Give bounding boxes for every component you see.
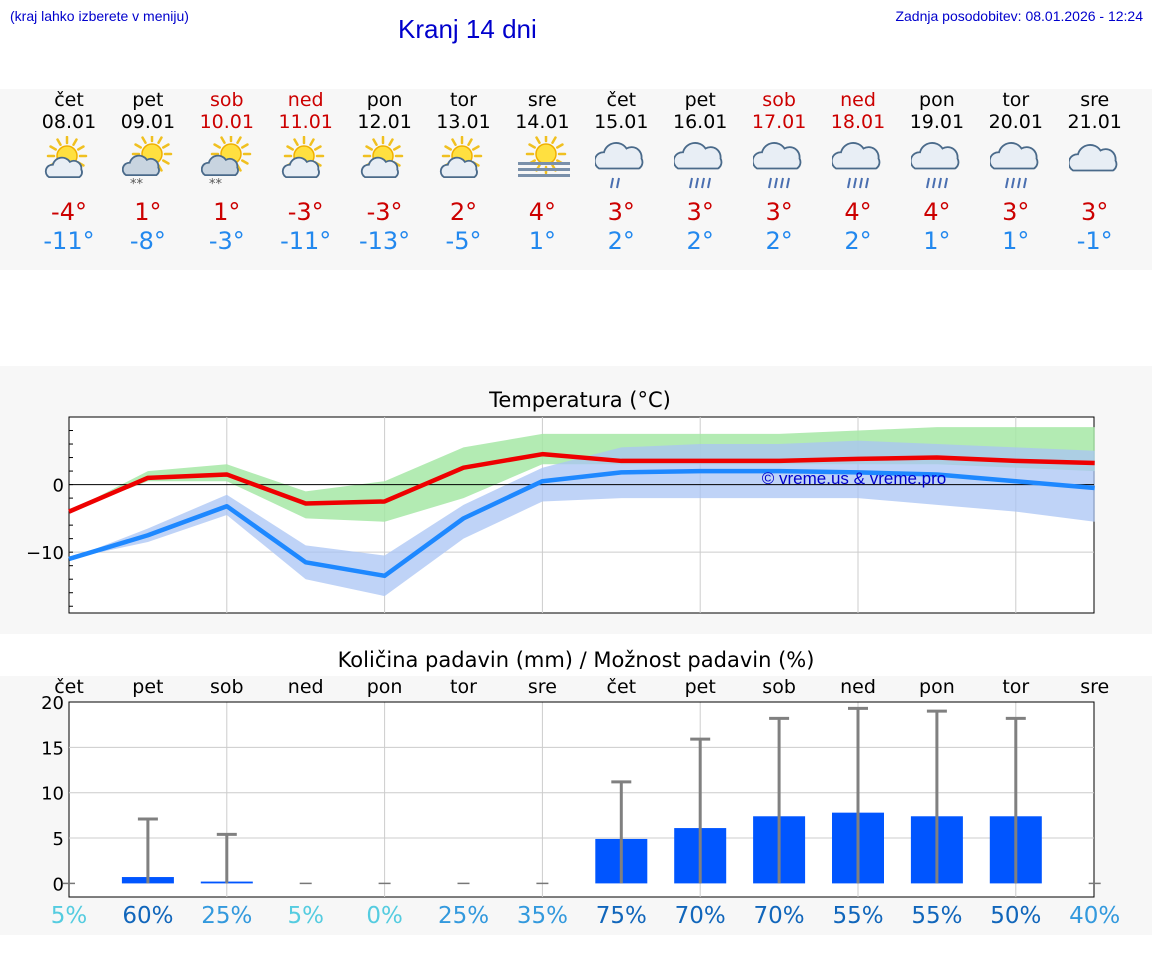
precipitation-band [0, 676, 1152, 935]
day-name: sob [210, 89, 244, 111]
precipitation-probability: 25% [201, 903, 253, 929]
max-temperature: 1° [213, 198, 241, 226]
day-date: 08.01 [41, 111, 97, 133]
day-date: 16.01 [672, 111, 728, 133]
min-temperature: -5° [445, 227, 482, 255]
precipitation-probability: 55% [832, 903, 884, 929]
max-temperature: 4° [844, 198, 872, 226]
day-date: 14.01 [515, 111, 570, 133]
precipitation-probability: 40% [1069, 903, 1121, 929]
precipitation-probability: 35% [516, 903, 568, 929]
day-date: 09.01 [120, 111, 176, 133]
precipitation-probability: 0% [366, 903, 403, 929]
min-temperature: 2° [765, 227, 793, 255]
cloud-rain-icon [989, 142, 1039, 189]
sun-fog-icon [518, 136, 571, 177]
max-temperature: 2° [449, 198, 478, 226]
day-date: 12.01 [357, 111, 412, 133]
min-temperature: 1° [923, 227, 951, 255]
precipitation-probability: 5% [50, 903, 88, 929]
day-name: tor [1002, 89, 1030, 111]
cloud-icon [1068, 144, 1118, 172]
cloud-rain-icon [832, 142, 881, 189]
precipitation-probability: 75% [595, 903, 647, 929]
min-temperature: -13° [358, 227, 411, 255]
min-temperature: -8° [129, 227, 166, 255]
day-name: ned [840, 89, 876, 111]
precipitation-chart-title: Količina padavin (mm) / Možnost padavin … [337, 648, 815, 672]
day-date: 19.01 [909, 111, 965, 133]
max-temperature: -4° [51, 198, 87, 226]
last-updated: Zadnja posodobitev: 08.01.2026 - 12:24 [895, 8, 1143, 24]
sun-cloud-snow-icon: ** [121, 136, 173, 192]
max-temperature: 1° [134, 198, 162, 226]
min-temperature: 1° [528, 227, 557, 255]
min-temperature: -3° [208, 227, 245, 255]
precipitation-probability: 25% [437, 903, 490, 929]
svg-text:**: ** [130, 177, 144, 192]
sun-cloud-icon [439, 136, 482, 178]
region-hint[interactable]: (kraj lahko izberete v meniju) [10, 8, 189, 24]
min-temperature: 2° [844, 227, 872, 255]
page-title: Kranj 14 dni [398, 14, 537, 44]
temperature-chart-title: Temperatura (°C) [489, 388, 671, 412]
day-name: pon [366, 89, 403, 111]
day-date: 15.01 [594, 111, 649, 133]
min-temperature: -11° [280, 227, 332, 255]
sun-cloud-icon [360, 136, 403, 178]
max-temperature: -3° [287, 198, 324, 226]
max-temperature: 3° [686, 198, 714, 226]
sun-cloud-snow-icon: ** [200, 136, 252, 192]
cloud-rain-icon [674, 142, 723, 189]
max-temperature: 4° [923, 198, 951, 226]
min-temperature: 2° [686, 227, 714, 255]
day-date: 11.01 [278, 111, 333, 133]
min-temperature: -1° [1076, 227, 1113, 255]
day-date: 21.01 [1067, 111, 1122, 133]
precipitation-probability: 50% [990, 903, 1042, 929]
day-date: 13.01 [436, 111, 491, 133]
day-name: čet [54, 89, 84, 111]
min-temperature: -11° [43, 227, 95, 255]
day-date: 17.01 [751, 111, 807, 133]
max-temperature: -3° [366, 198, 403, 226]
precipitation-probability: 55% [911, 903, 963, 929]
day-name: sob [762, 89, 796, 111]
sun-cloud-icon [281, 136, 324, 178]
sun-cloud-icon [44, 136, 88, 178]
day-name: čet [606, 89, 637, 111]
day-name: ned [287, 89, 324, 111]
day-name: sre [1080, 89, 1110, 111]
day-name: tor [450, 89, 477, 111]
day-date: 20.01 [988, 111, 1043, 133]
precipitation-probability: 5% [287, 903, 324, 929]
precipitation-probability: 70% [753, 903, 805, 929]
precipitation-probability: 70% [674, 903, 726, 929]
min-temperature: 1° [1002, 227, 1030, 255]
day-date: 10.01 [199, 111, 254, 133]
svg-text:**: ** [209, 177, 223, 192]
cloud-light-rain-icon [595, 142, 644, 189]
day-name: sre [527, 89, 557, 111]
forecast-band [0, 89, 1152, 270]
max-temperature: 3° [765, 198, 793, 226]
day-name: pet [684, 89, 716, 111]
day-name: pon [919, 89, 955, 111]
day-name: pet [132, 89, 164, 111]
max-temperature: 3° [607, 198, 635, 226]
cloud-rain-icon [753, 142, 802, 189]
max-temperature: 3° [1081, 198, 1109, 226]
max-temperature: 3° [1002, 198, 1030, 226]
precipitation-probability: 60% [122, 903, 174, 929]
max-temperature: 4° [528, 198, 557, 226]
min-temperature: 2° [607, 227, 635, 255]
cloud-rain-icon [910, 142, 960, 189]
day-date: 18.01 [830, 111, 886, 133]
